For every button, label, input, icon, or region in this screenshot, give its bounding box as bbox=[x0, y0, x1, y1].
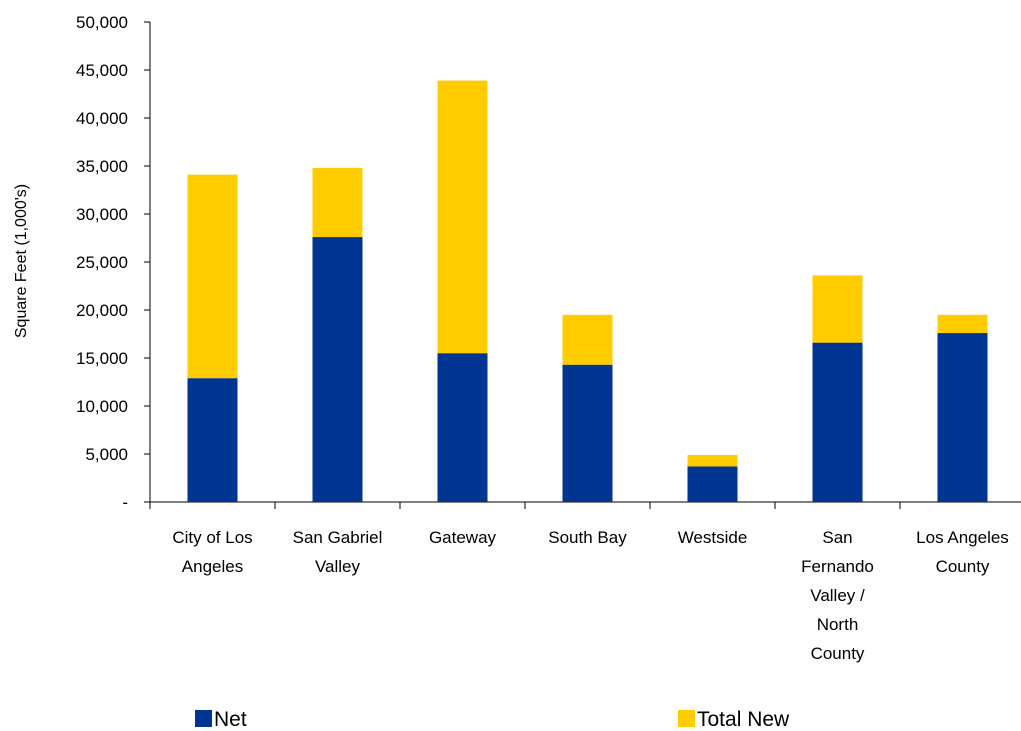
bar-net bbox=[187, 378, 238, 502]
y-tick-label: 40,000 bbox=[76, 109, 128, 128]
bar-net bbox=[812, 342, 863, 502]
bar-total-new bbox=[812, 275, 863, 343]
bar-net bbox=[437, 353, 488, 502]
y-tick-label: 30,000 bbox=[76, 205, 128, 224]
category-label: South Bay bbox=[548, 528, 627, 547]
category-label: Los Angeles County bbox=[916, 528, 1009, 576]
bar-total-new bbox=[187, 174, 238, 379]
y-tick-label: - bbox=[122, 493, 128, 512]
y-tick-label: 10,000 bbox=[76, 397, 128, 416]
bar-net bbox=[312, 237, 363, 503]
y-tick-label: 50,000 bbox=[76, 13, 128, 32]
bar-net bbox=[687, 466, 738, 502]
y-tick-label: 35,000 bbox=[76, 157, 128, 176]
bar-total-new bbox=[437, 80, 488, 354]
y-tick-label: 45,000 bbox=[76, 61, 128, 80]
bar-total-new bbox=[937, 314, 988, 334]
bar-total-new bbox=[687, 454, 738, 467]
legend-label: Total New bbox=[697, 708, 790, 731]
category-label: City of Los Angeles bbox=[172, 528, 252, 576]
bar-total-new bbox=[312, 167, 363, 238]
y-tick-label: 25,000 bbox=[76, 253, 128, 272]
y-tick-label: 15,000 bbox=[76, 349, 128, 368]
y-tick-label: 20,000 bbox=[76, 301, 128, 320]
y-axis-title: Square Feet (1,000's) bbox=[13, 184, 30, 338]
y-axis: - 5,000 10,000 15,000 20,000 25,000 30,000 35,0… bbox=[76, 13, 151, 512]
category-label: Gateway bbox=[429, 528, 497, 547]
bar-net bbox=[937, 333, 988, 502]
bar-net bbox=[562, 364, 613, 502]
bars bbox=[187, 80, 988, 503]
x-axis bbox=[149, 501, 1021, 509]
category-label: San Gabriel Valley bbox=[293, 528, 383, 576]
legend-swatch-total-new bbox=[678, 710, 695, 727]
y-tick-label: 5,000 bbox=[85, 445, 128, 464]
category-label: Westside bbox=[678, 528, 748, 547]
bar-total-new bbox=[562, 314, 613, 365]
legend-swatch-net bbox=[195, 710, 212, 727]
category-labels: City of Los Angeles San Gabriel Valley Gatew… bbox=[172, 528, 1008, 663]
legend: Net Total New bbox=[195, 708, 790, 731]
legend-label: Net bbox=[214, 708, 247, 731]
category-label: San Fernando Valley / North County bbox=[801, 528, 874, 663]
